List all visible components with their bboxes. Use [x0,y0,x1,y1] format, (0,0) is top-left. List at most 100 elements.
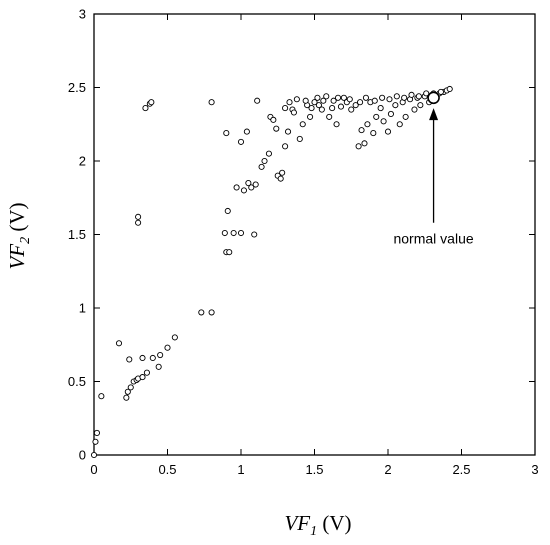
data-point [237,229,245,237]
data-point [334,94,342,101]
y-tick-label: 1 [79,301,86,316]
x-axis-title-main: VF [284,511,310,535]
y-axis-title-unit: (V) [5,202,29,236]
data-point [320,97,327,104]
data-point [370,130,377,137]
data-point [286,99,293,106]
data-point [380,118,387,125]
data-point [411,106,418,113]
data-point [243,128,250,135]
data-point [318,106,325,113]
data-point [124,388,131,395]
y-axis-title-sub: 2 [18,237,33,244]
data-point [361,140,368,147]
y-tick-label: 2 [79,154,86,169]
data-point [392,102,399,109]
x-tick-label: 1 [237,462,244,477]
annotation-arrow-head [429,108,439,121]
x-axis-title-sub: 1 [310,524,317,539]
data-point [240,187,247,194]
data-point [115,340,123,347]
data-point [164,344,171,351]
normal-value-point [427,91,440,105]
data-point [379,94,386,101]
data-points [90,85,453,459]
data-point [233,184,240,191]
data-point [333,121,340,128]
x-tick-label: 0.5 [158,462,176,477]
data-point [364,121,371,128]
data-point [446,85,453,93]
data-point [135,219,142,226]
data-point [340,94,347,101]
data-point [415,93,422,100]
data-point [143,369,150,376]
data-point [198,309,205,316]
data-point [142,105,149,112]
data-point [408,91,415,98]
data-point [371,97,378,104]
x-tick-label: 3 [531,462,538,477]
data-point [93,429,100,437]
data-point [358,127,365,134]
data-point [396,121,403,128]
axis-ticks: 0 0.5 1 1.5 2 2.5 3 0 0.5 1 1.5 2 2.5 3 [68,7,539,478]
data-point [337,103,345,110]
data-point [270,116,277,123]
data-point [377,105,384,112]
data-point [265,150,272,157]
data-point [299,121,306,128]
data-point [248,184,255,191]
data-point [311,99,318,106]
data-point [282,143,289,150]
data-point [135,213,142,220]
data-point [393,93,400,100]
data-point [237,138,245,145]
data-point [290,109,297,116]
annotation-label: normal value [393,230,473,246]
data-point [221,229,228,237]
data-point [293,96,300,103]
data-point [127,384,134,391]
data-point [348,106,355,113]
data-point [157,351,164,359]
data-point [373,113,380,120]
data-point [326,113,333,120]
data-point [402,113,409,120]
x-tick-label: 0 [90,462,97,477]
data-point [401,94,408,101]
data-point [139,374,146,381]
x-tick-label: 2.5 [452,462,470,477]
data-point [171,334,178,341]
data-point [296,135,303,142]
data-point [417,102,424,109]
y-axis-title: VF2 (V) [5,202,33,269]
annotation-group: normal value [393,91,474,246]
data-point [384,128,392,135]
y-axis-title-main: VF [5,244,29,270]
data-point [273,125,280,132]
data-point [386,96,393,103]
data-point [352,102,359,109]
data-point [307,113,314,120]
data-point [279,169,286,176]
data-point [251,231,258,238]
y-tick-label: 3 [79,7,86,22]
x-axis-title-unit: (V) [317,511,351,535]
data-point [387,110,394,118]
data-point [302,97,309,104]
x-axis-title: VF1 (V) [284,511,351,539]
data-point [139,354,146,362]
data-point [92,438,99,445]
data-point [314,94,321,101]
data-point [330,97,337,104]
data-point [155,363,162,370]
data-point [355,143,362,150]
data-point [357,99,364,106]
data-point [230,229,237,237]
data-point [123,394,130,401]
data-point [346,96,353,103]
data-point [261,157,268,165]
y-tick-label: 0 [79,448,86,463]
